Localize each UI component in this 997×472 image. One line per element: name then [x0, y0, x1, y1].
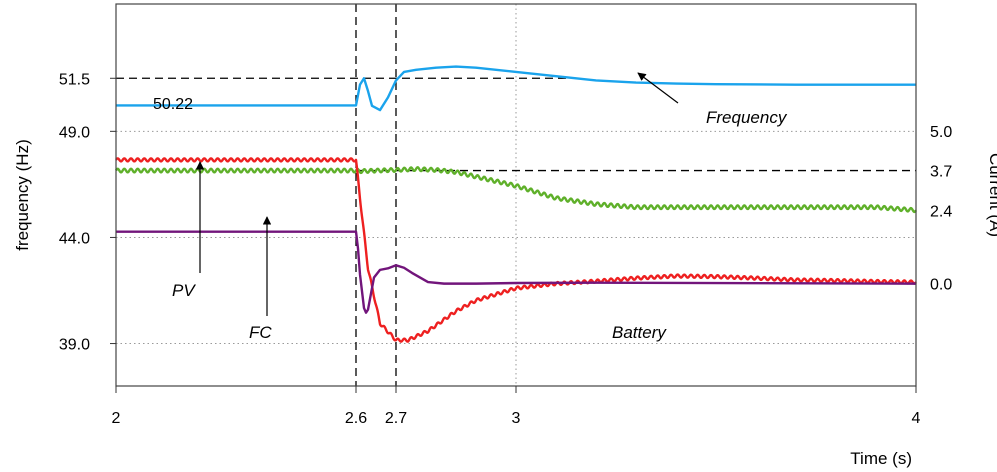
frequency-annotation: Frequency [706, 108, 788, 127]
x-tick-label-2: 2.7 [385, 410, 407, 427]
x-axis-label: Time (s) [850, 449, 912, 468]
series-line-3 [116, 230, 917, 314]
y-right-tick-label-3: 5.0 [930, 124, 952, 141]
y-left-tick-label-3: 51.5 [59, 71, 90, 88]
initial-frequency-label: 50.22 [153, 96, 193, 113]
y-right-tick-label-2: 3.7 [930, 164, 952, 181]
axis-ticks: 2 2.6 2.7 3 4 39.0 44.0 49.0 51.5 0.0 2.4 3.7 5.0 [59, 71, 952, 427]
x-tick-label-1: 2.6 [345, 410, 367, 427]
series-line-2 [115, 157, 917, 343]
fc-annotation: FC [249, 323, 272, 342]
y-right-tick-label-1: 2.4 [930, 203, 952, 220]
y-left-tick-label-0: 39.0 [59, 337, 90, 354]
series-line-0 [116, 65, 916, 112]
x-tick-label-0: 2 [112, 410, 121, 427]
series-lines [114, 65, 918, 343]
y-axis-left-label: frequency (Hz) [13, 139, 32, 250]
series-line-1 [114, 166, 918, 214]
y-left-tick-label-2: 49.0 [59, 124, 90, 141]
x-tick-label-4: 4 [912, 410, 921, 427]
y-axis-right-label: Current (A) [986, 153, 997, 237]
y-right-tick-label-0: 0.0 [930, 277, 952, 294]
y-left-tick-label-1: 44.0 [59, 230, 90, 247]
pv-annotation: PV [172, 281, 196, 300]
battery-annotation: Battery [612, 323, 667, 342]
x-tick-label-3: 3 [512, 410, 521, 427]
grid-lines [116, 4, 916, 386]
frequency-arrow [637, 72, 679, 104]
